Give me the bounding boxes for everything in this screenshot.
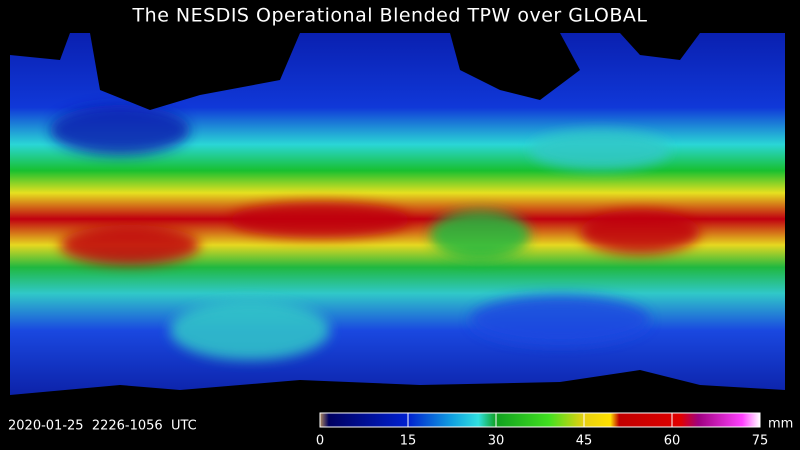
colorbar-tick-label: 60 — [664, 434, 681, 449]
colorbar-ticks: 0 15 30 45 60 75 — [316, 413, 768, 449]
colorbar-tick-label: 30 — [488, 434, 505, 449]
colorbar-tick-label: 45 — [576, 434, 593, 449]
map — [10, 33, 785, 405]
colorbar-tick-label: 75 — [752, 434, 769, 449]
title: The NESDIS Operational Blended TPW over … — [132, 5, 648, 27]
timestamp: 2020-01-25 2226-1056 UTC — [8, 419, 197, 434]
colorbar — [319, 412, 761, 428]
colorbar-tick-label: 0 — [316, 434, 324, 449]
colorbar-tick-label: 15 — [400, 434, 417, 449]
colorbar-unit: mm — [768, 417, 793, 432]
